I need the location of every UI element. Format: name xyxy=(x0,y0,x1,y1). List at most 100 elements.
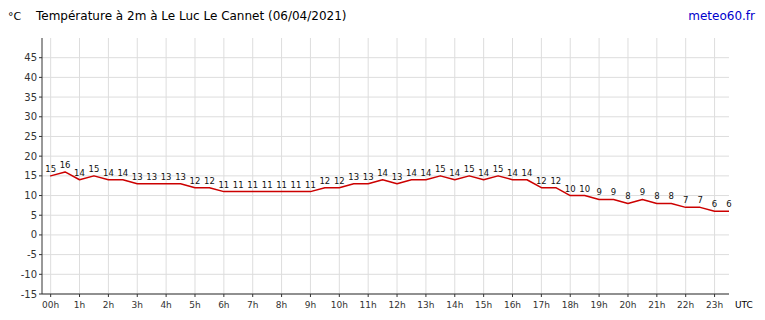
data-label: 6 xyxy=(712,199,717,209)
y-tick-label: 20 xyxy=(24,151,37,162)
grid-line-x xyxy=(281,38,282,294)
x-tick-label: 21h xyxy=(648,300,665,310)
y-tick-label: 40 xyxy=(24,72,37,83)
x-tick-label: 5h xyxy=(189,300,200,310)
data-label: 16 xyxy=(60,160,71,170)
y-tick-label: 15 xyxy=(24,170,37,181)
x-tick xyxy=(570,294,571,297)
y-axis-line xyxy=(42,38,43,294)
x-tick-label: 17h xyxy=(533,300,550,310)
watermark: meteo60.fr xyxy=(688,9,755,23)
x-tick-label: 13h xyxy=(417,300,434,310)
y-tick-label: 0 xyxy=(31,229,37,240)
x-tick-label: 8h xyxy=(276,300,287,310)
data-label: 11 xyxy=(218,180,229,190)
data-label: 6 xyxy=(726,199,731,209)
y-tick xyxy=(39,97,42,98)
grid-line-x xyxy=(194,38,195,294)
data-label: 12 xyxy=(536,176,547,186)
data-label: 13 xyxy=(348,172,359,182)
y-tick xyxy=(39,77,42,78)
data-label: 14 xyxy=(103,168,114,178)
x-tick xyxy=(50,294,51,297)
x-tick xyxy=(310,294,311,297)
x-tick xyxy=(108,294,109,297)
x-tick-label: 14h xyxy=(446,300,463,310)
x-tick xyxy=(339,294,340,297)
y-tick-label: 25 xyxy=(24,131,37,142)
x-tick xyxy=(425,294,426,297)
y-tick-label: 10 xyxy=(24,190,37,201)
data-label: 15 xyxy=(89,164,100,174)
grid-line-y xyxy=(42,156,729,157)
x-tick xyxy=(685,294,686,297)
data-label: 12 xyxy=(190,176,201,186)
data-label: 7 xyxy=(697,195,702,205)
y-tick xyxy=(39,116,42,117)
y-tick-label: -10 xyxy=(21,269,37,280)
grid-line-y xyxy=(42,294,729,295)
grid-line-x xyxy=(223,38,224,294)
chart: -15-10-505101520253035404500h1h2h3h4h5h6… xyxy=(0,0,765,320)
y-tick-label: 45 xyxy=(24,52,37,63)
x-tick-label: 6h xyxy=(218,300,229,310)
data-label: 9 xyxy=(596,187,601,197)
x-tick-label: 16h xyxy=(504,300,521,310)
data-label: 10 xyxy=(579,184,590,194)
x-tick xyxy=(512,294,513,297)
data-labels: 1516141514141313131312121111111111111112… xyxy=(45,160,731,209)
data-label: 11 xyxy=(305,180,316,190)
x-tick-label: 22h xyxy=(677,300,694,310)
grid-line-y xyxy=(42,136,729,137)
y-tick xyxy=(39,234,42,235)
x-tick xyxy=(656,294,657,297)
y-axis-label: °C xyxy=(8,10,22,23)
data-label: 11 xyxy=(247,180,258,190)
data-label: 12 xyxy=(550,176,561,186)
x-tick xyxy=(483,294,484,297)
data-label: 13 xyxy=(392,172,403,182)
data-label: 15 xyxy=(435,164,446,174)
grid-line-x xyxy=(512,38,513,294)
x-tick-label: 20h xyxy=(619,300,636,310)
grid-line-y xyxy=(42,234,729,235)
data-label: 11 xyxy=(276,180,287,190)
grid-line-x xyxy=(137,38,138,294)
data-label: 11 xyxy=(291,180,302,190)
x-tick xyxy=(223,294,224,297)
x-tick xyxy=(281,294,282,297)
y-tick xyxy=(39,156,42,157)
grid-line-x xyxy=(570,38,571,294)
data-label: 7 xyxy=(683,195,688,205)
grid-line-x xyxy=(599,38,600,294)
x-tick xyxy=(397,294,398,297)
data-label: 11 xyxy=(233,180,244,190)
data-label: 10 xyxy=(565,184,576,194)
x-tick xyxy=(627,294,628,297)
data-label: 12 xyxy=(334,176,345,186)
grid-line-y xyxy=(42,274,729,275)
title: Température à 2m à Le Luc Le Cannet (06/… xyxy=(35,9,347,23)
data-label: 14 xyxy=(74,168,85,178)
y-tick xyxy=(39,215,42,216)
data-label: 13 xyxy=(175,172,186,182)
x-axis-label: UTC xyxy=(735,300,753,310)
x-tick-label: 3h xyxy=(132,300,143,310)
grid-line-y xyxy=(42,254,729,255)
grid-line-y xyxy=(42,215,729,216)
grid-line-x xyxy=(541,38,542,294)
grid-line-x xyxy=(166,38,167,294)
grid-line-y xyxy=(42,97,729,98)
x-tick xyxy=(368,294,369,297)
x-tick xyxy=(166,294,167,297)
axes: -15-10-505101520253035404500h1h2h3h4h5h6… xyxy=(21,38,729,310)
x-tick-label: 12h xyxy=(388,300,405,310)
x-tick-label: 1h xyxy=(74,300,85,310)
data-label: 9 xyxy=(640,187,645,197)
y-tick xyxy=(39,136,42,137)
x-tick-label: 19h xyxy=(591,300,608,310)
data-label: 8 xyxy=(654,191,659,201)
grid-line-x xyxy=(483,38,484,294)
data-label: 14 xyxy=(449,168,460,178)
grid-line-x xyxy=(627,38,628,294)
